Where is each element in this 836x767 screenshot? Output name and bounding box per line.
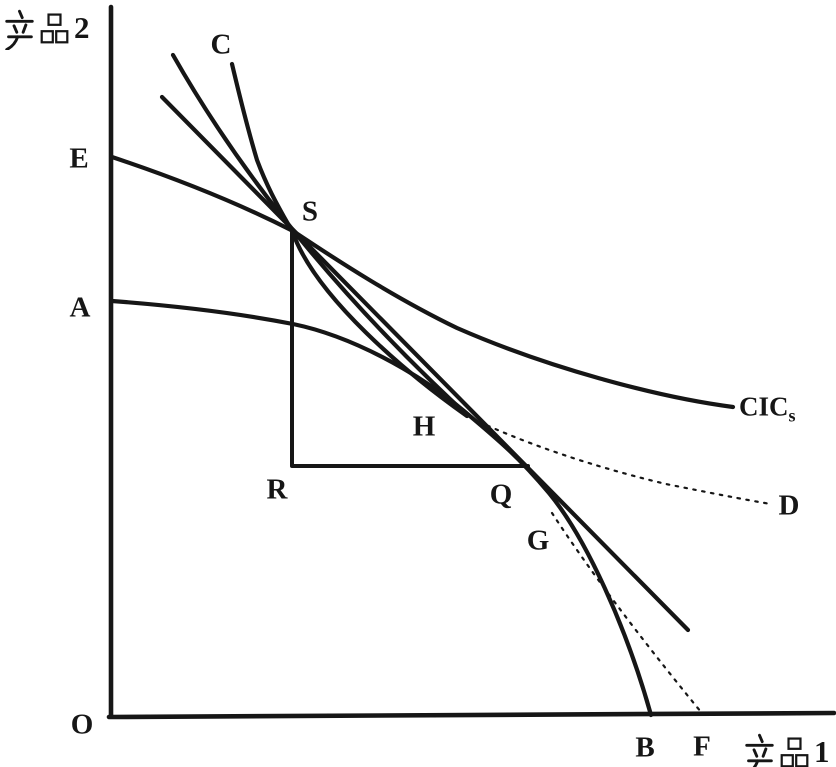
x-axis-label: 产品 1 1	[744, 733, 830, 767]
cics-curve-label: CICs	[739, 391, 796, 425]
price-line-sq	[159, 94, 691, 633]
price-line-upper	[170, 52, 469, 417]
y-axis-number: 2	[74, 10, 90, 45]
point-label-q: Q	[489, 478, 513, 511]
point-label-s: S	[301, 195, 319, 228]
point-label-g: G	[526, 524, 550, 557]
dotted-line-f	[550, 511, 703, 714]
cjk-chan-glyph	[5, 9, 34, 50]
y-axis-label: 产品 2 2	[4, 9, 90, 50]
cics-label-base: CIC	[739, 391, 789, 422]
point-label-e: E	[69, 142, 89, 175]
point-label-a: A	[69, 291, 91, 324]
point-label-f: F	[693, 730, 711, 763]
cjk-pin-glyph	[780, 737, 809, 767]
cics-label-subscript: s	[788, 405, 796, 426]
x-axis-number: 1	[814, 734, 830, 767]
point-label-h: H	[412, 410, 436, 443]
point-label-d: D	[778, 489, 800, 522]
point-label-c: C	[210, 28, 232, 61]
x-axis-line	[106, 710, 836, 720]
indifference-curve-e-cics	[109, 154, 736, 410]
point-label-r: R	[266, 473, 288, 506]
cjk-chan-glyph	[745, 733, 774, 767]
point-label-b: B	[635, 731, 655, 764]
dotted-curve-d	[469, 416, 773, 506]
curve-c	[229, 61, 470, 419]
cjk-pin-glyph	[40, 13, 69, 44]
origin-label: O	[70, 708, 94, 741]
